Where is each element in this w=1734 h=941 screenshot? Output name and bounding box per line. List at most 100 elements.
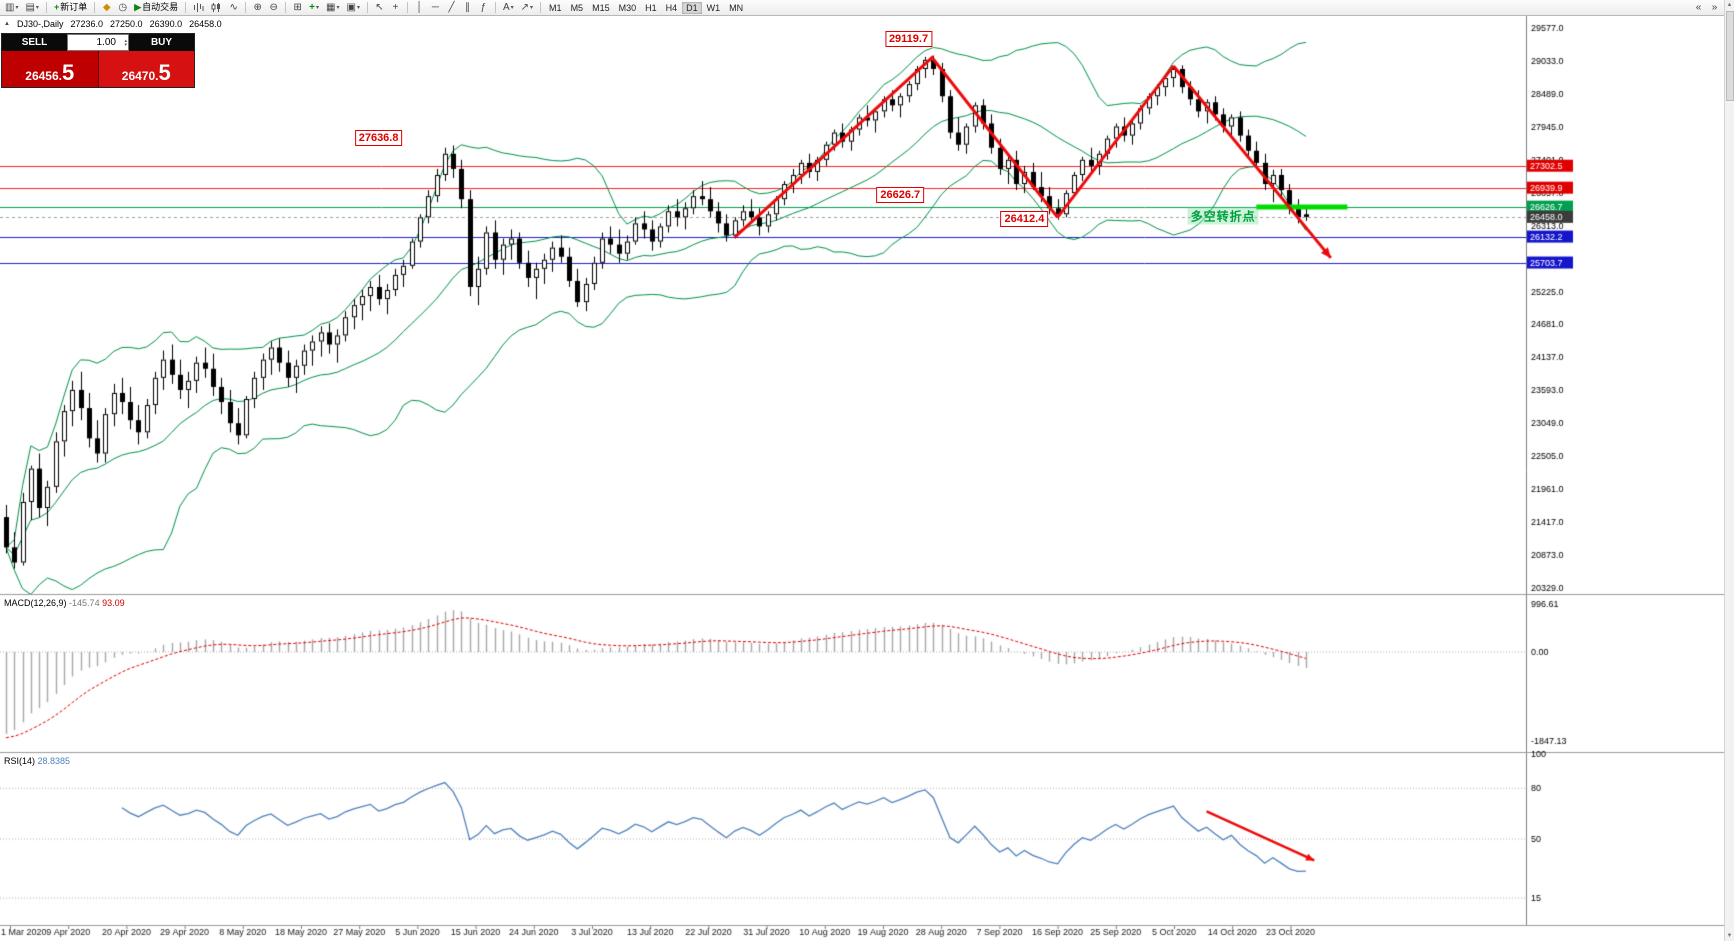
history-center-button[interactable]: ◷ [115,1,130,15]
timeframe-h1-button[interactable]: H1 [645,2,657,13]
caret-icon: ▾ [356,4,360,11]
timeframe-m15-button[interactable]: M15 [592,2,610,13]
vertical-line-button[interactable]: │ [412,1,427,15]
main-toolbar: ▥ ▾ ▤ ▾ + 新订单 ◆ ◷ ▶ 自动交易 ∿ ⊕ ⊖ ⊞ + ▾ ▦ ▾ ▣ ▾ ↖ … [0,0,1724,16]
profiles-icon: ▤ [25,1,35,13]
grid-icon: ▦ [326,1,336,13]
macd-main-value: -145.74 [69,598,100,608]
new-order-button[interactable]: + 新订单 [51,1,90,15]
autotrading-button[interactable]: ▶ 自动交易 [131,1,181,15]
zoom-in-button[interactable]: ⊕ [250,1,265,15]
bid-price-button[interactable]: 26456. 5 [2,51,99,87]
chevron-right-icon: » [1711,1,1718,13]
bar-chart-button[interactable] [190,1,207,15]
profiles-button[interactable]: ▤ ▾ [22,1,41,15]
template-icon: ▣ [346,1,356,13]
fibonacci-button[interactable]: ƒ [476,1,491,15]
crosshair-tool-button[interactable]: + [388,1,403,15]
ask-main: 26470. [121,69,159,83]
candle-chart-button[interactable] [208,1,225,15]
periods-button[interactable]: ▦ ▾ [323,1,342,15]
toolbar-overflow-right-button[interactable]: » [1707,1,1722,15]
tile-windows-icon: ⊞ [293,1,302,13]
scroll-down-icon[interactable]: ▼ [1726,933,1733,939]
clock-icon: ◷ [118,1,128,13]
caret-icon: ▾ [336,4,340,11]
timeframe-mn-button[interactable]: MN [729,2,744,13]
low-value: 26390.0 [149,19,183,29]
play-icon: ▶ [134,2,142,12]
zoom-out-button[interactable]: ⊖ [266,1,281,15]
callout-text: 29119.7 [888,32,929,45]
toolbar-separator [366,2,368,13]
candle-chart-icon [211,3,221,12]
rsi-name: RSI(14) [4,756,36,766]
buy-button[interactable]: BUY [150,37,173,48]
toolbar-separator [406,2,408,13]
horizontal-line-button[interactable]: ─ [428,1,443,15]
scroll-up-icon[interactable]: ▲ [1726,2,1733,8]
cursor-icon: ↖ [375,1,384,13]
timeframe-m5-button[interactable]: M5 [570,2,584,13]
caret-icon: ▾ [510,4,514,11]
rsi-label: RSI(14) 28.8385 [4,756,70,766]
price-callout[interactable]: 26412.4 [1000,211,1049,228]
spinner-up-icon[interactable]: ▴ [124,37,127,44]
scrollbar-thumb[interactable] [1725,11,1734,101]
caret-icon: ▾ [35,4,39,11]
new-chart-button[interactable]: ▥ ▾ [2,1,21,15]
symbol-info: ▲ DJ30-,Daily 27236.0 27250.0 26390.0 26… [4,19,222,29]
toolbar-separator [494,2,496,13]
timeframe-w1-button[interactable]: W1 [706,2,721,13]
bid-main: 26456. [25,69,62,83]
turning-point-label[interactable]: 多空转折点 [1187,207,1259,225]
add-indicator-icon: + [309,1,315,13]
caret-icon: ▾ [530,4,534,11]
text-tool-button[interactable]: A ▾ [500,1,517,15]
autotrading-label: 自动交易 [142,2,179,12]
price-callout[interactable]: 26626.7 [876,186,925,203]
callout-text: 26626.7 [880,188,921,201]
volume-input[interactable]: 1.00 ▴ ▾ [67,34,129,51]
trade-panel-prices: 26456. 5 26470. 5 [2,51,194,87]
timeframe-m30-button[interactable]: M30 [618,2,637,13]
text-icon: A [502,1,510,13]
ask-price-button[interactable]: 26470. 5 [98,51,194,87]
toolbar-separator [540,2,542,13]
callout-text: 26412.4 [1004,213,1045,226]
channel-button[interactable]: ∥ [460,1,475,15]
spinner-down-icon[interactable]: ▾ [124,41,127,48]
price-callout[interactable]: 27636.8 [354,130,403,147]
templates-button[interactable]: ▣ ▾ [343,1,362,15]
zoom-in-icon: ⊕ [253,1,262,13]
arrows-tool-button[interactable]: ↗ ▾ [518,1,536,15]
rsi-value: 28.8385 [37,756,71,766]
crosshair-icon: + [392,1,399,13]
one-click-expand-icon[interactable]: ▲ [4,21,10,27]
toolbar-separator [94,2,96,13]
fibonacci-icon: ƒ [480,1,487,13]
caret-icon: ▾ [15,4,19,11]
timeframe-m1-button[interactable]: M1 [549,2,562,13]
timeframe-toolbar: M1 M5 M15 M30 H1 H4 D1 W1 MN [545,1,747,14]
plus-icon: + [53,2,60,12]
line-chart-icon: ∿ [229,1,238,13]
volume-spinner[interactable]: ▴ ▾ [124,35,127,50]
toolbar-overflow-left-button[interactable]: « [1691,1,1706,15]
price-callout[interactable]: 29119.7 [884,30,933,47]
trendline-button[interactable]: ╱ [444,1,459,15]
vertical-scrollbar[interactable]: ▲ ▼ [1724,0,1734,941]
symbol-name: DJ30-,Daily [16,19,64,29]
indicators-button[interactable]: + ▾ [306,1,322,15]
scripts-button[interactable]: ◆ [99,1,114,15]
macd-name: MACD(12,26,9) [4,598,67,608]
macd-signal-value: 93.09 [102,598,125,608]
timeframe-d1-button[interactable]: D1 [682,1,702,14]
cursor-tool-button[interactable]: ↖ [372,1,387,15]
tile-windows-button[interactable]: ⊞ [290,1,305,15]
timeframe-h4-button[interactable]: H4 [665,2,678,13]
sell-button[interactable]: SELL [21,37,48,48]
line-chart-button[interactable]: ∿ [226,1,241,15]
arrow-icon: ↗ [520,1,530,13]
